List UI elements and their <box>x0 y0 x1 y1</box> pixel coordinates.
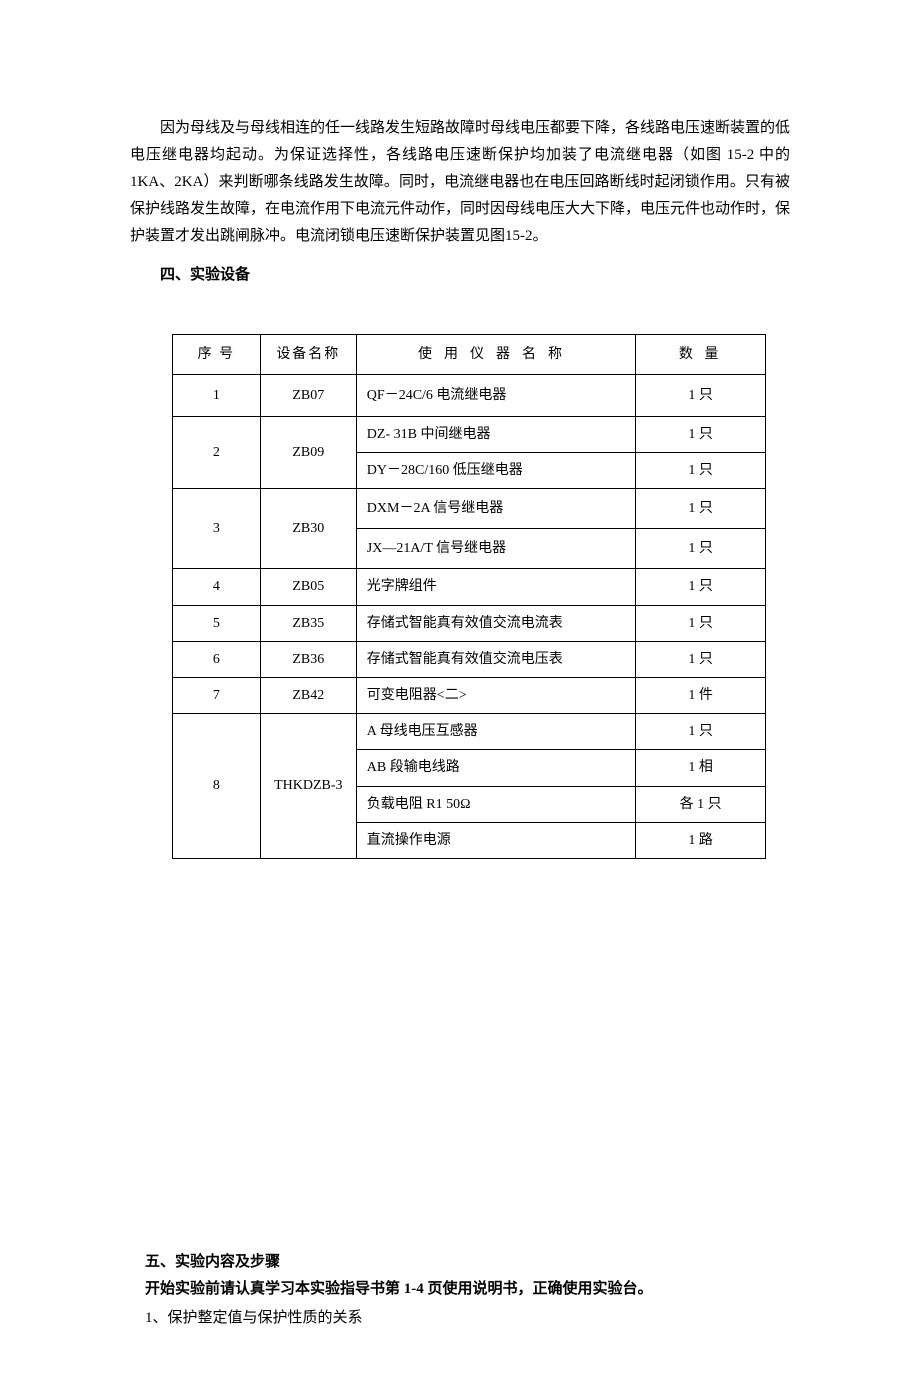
table-row: 5 ZB35 存储式智能真有效值交流电流表 1 只 <box>173 605 766 641</box>
cell-device: ZB07 <box>260 375 356 417</box>
cell-seq: 6 <box>173 641 261 677</box>
cell-device: ZB05 <box>260 569 356 605</box>
header-seq: 序 号 <box>173 335 261 375</box>
cell-qty: 1 只 <box>636 529 766 569</box>
cell-device: ZB35 <box>260 605 356 641</box>
table-row: 8 THKDZB-3 A 母线电压互感器 1 只 <box>173 714 766 750</box>
cell-seq: 7 <box>173 677 261 713</box>
cell-qty: 1 只 <box>636 417 766 453</box>
step1-text: 1、保护整定值与保护性质的关系 <box>130 1305 790 1332</box>
table-row: 3 ZB30 DXM－2A 信号继电器 1 只 <box>173 489 766 529</box>
cell-qty: 1 只 <box>636 375 766 417</box>
cell-seq: 1 <box>173 375 261 417</box>
cell-instrument: QF－24C/6 电流继电器 <box>356 375 635 417</box>
cell-instrument: 存储式智能真有效值交流电流表 <box>356 605 635 641</box>
cell-qty: 1 只 <box>636 489 766 529</box>
table-header-row: 序 号 设备名称 使用仪器名称 数 量 <box>173 335 766 375</box>
cell-device: THKDZB-3 <box>260 714 356 859</box>
cell-instrument: A 母线电压互感器 <box>356 714 635 750</box>
section5-header: 五、实验内容及步骤 <box>130 1249 790 1276</box>
cell-device: ZB36 <box>260 641 356 677</box>
cell-qty: 1 只 <box>636 453 766 489</box>
section4-header: 四、实验设备 <box>130 262 790 289</box>
table-row: 2 ZB09 DZ- 31B 中间继电器 1 只 <box>173 417 766 453</box>
cell-qty: 1 只 <box>636 714 766 750</box>
cell-qty: 1 只 <box>636 641 766 677</box>
header-qty: 数 量 <box>636 335 766 375</box>
cell-qty: 1 件 <box>636 677 766 713</box>
cell-instrument: DXM－2A 信号继电器 <box>356 489 635 529</box>
cell-qty: 1 只 <box>636 605 766 641</box>
cell-instrument: DY－28C/160 低压继电器 <box>356 453 635 489</box>
cell-seq: 3 <box>173 489 261 569</box>
table-row: 1 ZB07 QF－24C/6 电流继电器 1 只 <box>173 375 766 417</box>
cell-qty: 各 1 只 <box>636 786 766 822</box>
cell-qty: 1 路 <box>636 822 766 858</box>
header-device: 设备名称 <box>260 335 356 375</box>
instruction-text: 开始实验前请认真学习本实验指导书第 1-4 页使用说明书，正确使用实验台。 <box>130 1276 790 1303</box>
table-row: 7 ZB42 可变电阻器<二> 1 件 <box>173 677 766 713</box>
cell-qty: 1 相 <box>636 750 766 786</box>
cell-device: ZB42 <box>260 677 356 713</box>
cell-instrument: JX—21A/T 信号继电器 <box>356 529 635 569</box>
cell-seq: 2 <box>173 417 261 489</box>
cell-instrument: 存储式智能真有效值交流电压表 <box>356 641 635 677</box>
cell-device: ZB09 <box>260 417 356 489</box>
cell-qty: 1 只 <box>636 569 766 605</box>
cell-seq: 5 <box>173 605 261 641</box>
table-row: 4 ZB05 光字牌组件 1 只 <box>173 569 766 605</box>
cell-instrument: DZ- 31B 中间继电器 <box>356 417 635 453</box>
cell-seq: 4 <box>173 569 261 605</box>
cell-device: ZB30 <box>260 489 356 569</box>
cell-instrument: 光字牌组件 <box>356 569 635 605</box>
table-row: 6 ZB36 存储式智能真有效值交流电压表 1 只 <box>173 641 766 677</box>
cell-instrument: AB 段输电线路 <box>356 750 635 786</box>
cell-instrument: 可变电阻器<二> <box>356 677 635 713</box>
equipment-table: 序 号 设备名称 使用仪器名称 数 量 1 ZB07 QF－24C/6 电流继电… <box>172 334 766 859</box>
intro-paragraph: 因为母线及与母线相连的任一线路发生短路故障时母线电压都要下降，各线路电压速断装置… <box>130 115 790 250</box>
cell-instrument: 直流操作电源 <box>356 822 635 858</box>
cell-seq: 8 <box>173 714 261 859</box>
header-instrument: 使用仪器名称 <box>356 335 635 375</box>
cell-instrument: 负载电阻 R1 50Ω <box>356 786 635 822</box>
